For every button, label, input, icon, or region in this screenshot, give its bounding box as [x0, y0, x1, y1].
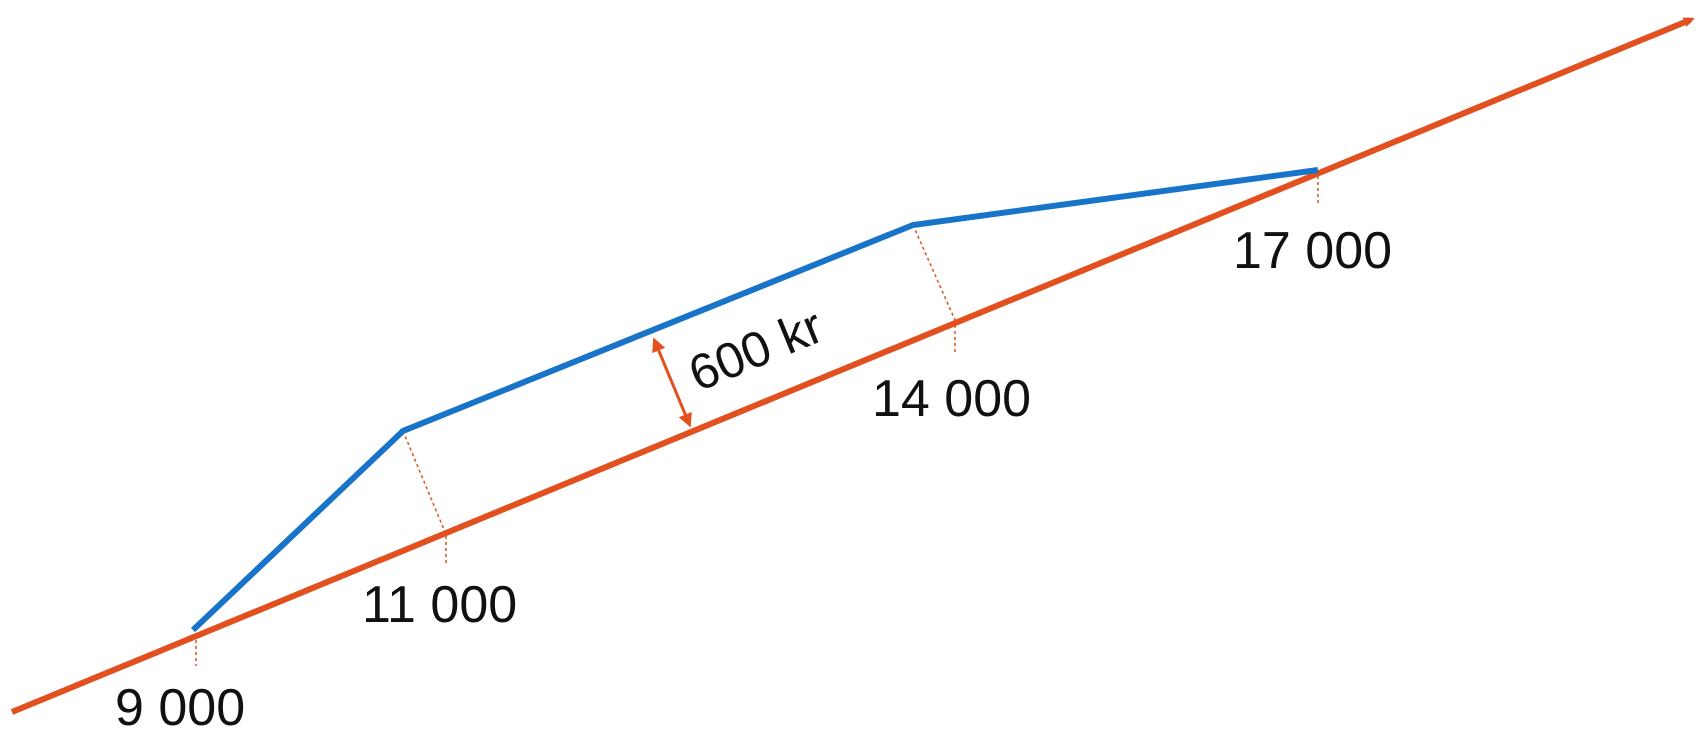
tick-label-14000: 14 000 [872, 370, 1031, 428]
tick-label-9000: 9 000 [115, 679, 245, 730]
connector-14000 [912, 224, 956, 321]
tick-label-11000: 11 000 [362, 576, 517, 634]
tick-label-17000: 17 000 [1233, 222, 1392, 280]
shifted-line [190, 167, 1319, 633]
baseline-arrow [10, 17, 1690, 715]
connector-11000 [402, 430, 446, 533]
gap-arrow [652, 337, 692, 428]
